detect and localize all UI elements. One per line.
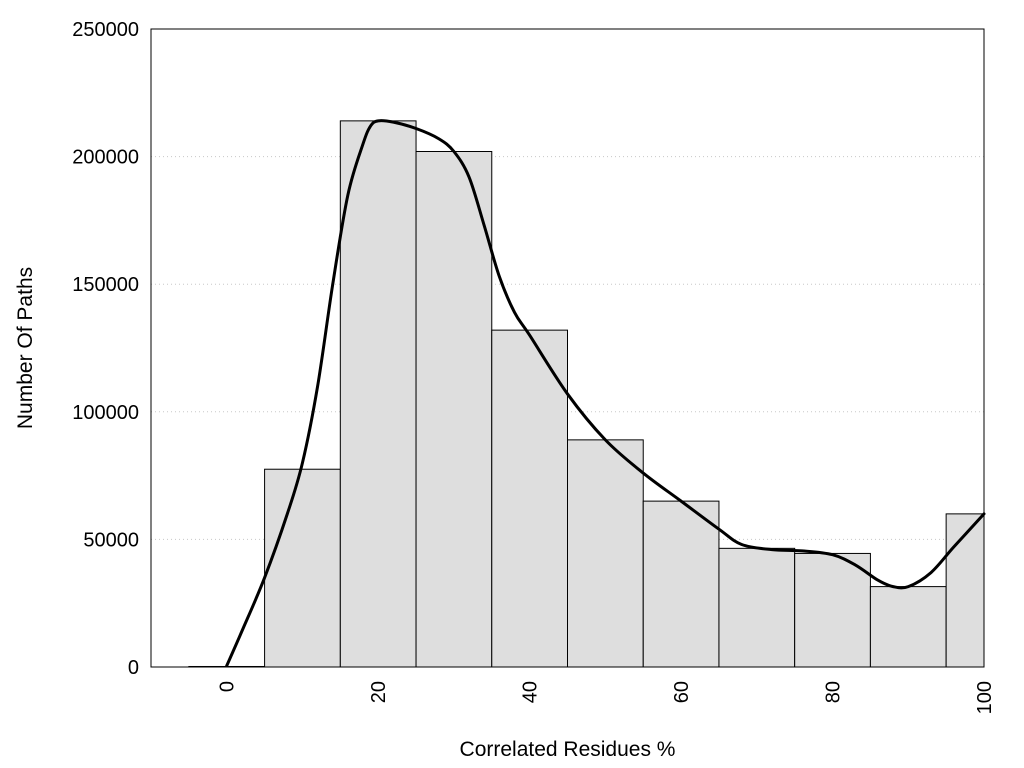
bar: [718, 547, 796, 668]
y-tick-labels: 0 50000 100000 150000 200000 250000: [72, 19, 139, 679]
x-tick-label: 0: [217, 681, 239, 692]
y-tick-label: 150000: [72, 274, 139, 296]
plot-frame: [150, 28, 985, 668]
y-tick-label: 200000: [72, 147, 139, 169]
density-curve: [225, 119, 986, 668]
bar: [794, 552, 871, 668]
x-tick-labels: 0 20 40 60 80 100: [217, 681, 996, 714]
bar: [869, 586, 947, 668]
x-tick-label: 40: [520, 681, 542, 703]
x-tick-label: 20: [368, 681, 390, 703]
x-axis-title: Correlated Residues %: [460, 738, 676, 761]
bar: [264, 468, 341, 668]
bar: [491, 329, 569, 668]
x-tick-label: 60: [671, 681, 693, 703]
bar: [567, 439, 644, 668]
y-tick-label: 250000: [72, 19, 139, 41]
y-tick-label: 50000: [83, 529, 139, 551]
bars: [188, 120, 985, 668]
y-tick-label: 100000: [72, 402, 139, 424]
bar: [642, 500, 720, 668]
x-tick-label: 100: [974, 681, 996, 714]
y-tick-label: 0: [128, 657, 139, 679]
bar: [339, 120, 417, 668]
bar: [415, 150, 493, 668]
y-axis-title: Number Of Paths: [14, 267, 37, 429]
x-tick-label: 80: [823, 681, 845, 703]
bar: [945, 513, 985, 668]
